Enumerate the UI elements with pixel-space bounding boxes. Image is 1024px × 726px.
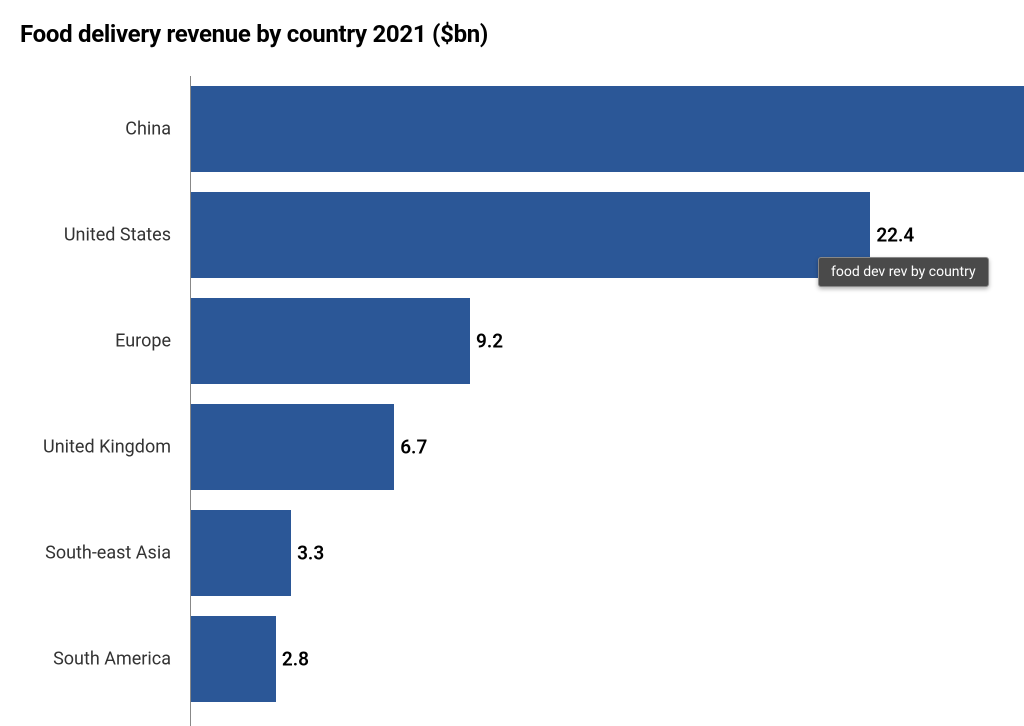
bar xyxy=(191,192,870,278)
bar xyxy=(191,404,394,490)
chart-title: Food delivery revenue by country 2021 ($… xyxy=(20,20,1024,48)
bar xyxy=(191,510,291,596)
bar-category-label: South-east Asia xyxy=(11,543,181,564)
bar-value-label: 6.7 xyxy=(400,436,427,459)
bar-value-label: 3.3 xyxy=(297,542,324,565)
chart-container: Food delivery revenue by country 2021 ($… xyxy=(0,0,1024,726)
bar-row: United Kingdom6.7 xyxy=(191,404,1024,490)
bar-category-label: China xyxy=(11,119,181,140)
bar-row: South-east Asia3.3 xyxy=(191,510,1024,596)
bar-value-label: 9.2 xyxy=(476,330,503,353)
bar-row: China2 xyxy=(191,86,1024,172)
tooltip-text: food dev rev by country xyxy=(831,264,976,280)
bar-category-label: United Kingdom xyxy=(11,437,181,458)
bar-category-label: United States xyxy=(11,225,181,246)
bar xyxy=(191,616,276,702)
bar-category-label: South America xyxy=(11,649,181,670)
bar-row: South America2.8 xyxy=(191,616,1024,702)
tooltip: food dev rev by country xyxy=(818,257,989,287)
chart-plot-area: China2United States22.4Europe9.2United K… xyxy=(190,76,1024,726)
bar xyxy=(191,298,470,384)
bar-value-label: 22.4 xyxy=(876,224,914,247)
bar-value-label: 2.8 xyxy=(282,648,309,671)
bar xyxy=(191,86,1024,172)
bar-row: Europe9.2 xyxy=(191,298,1024,384)
bar-category-label: Europe xyxy=(11,331,181,352)
